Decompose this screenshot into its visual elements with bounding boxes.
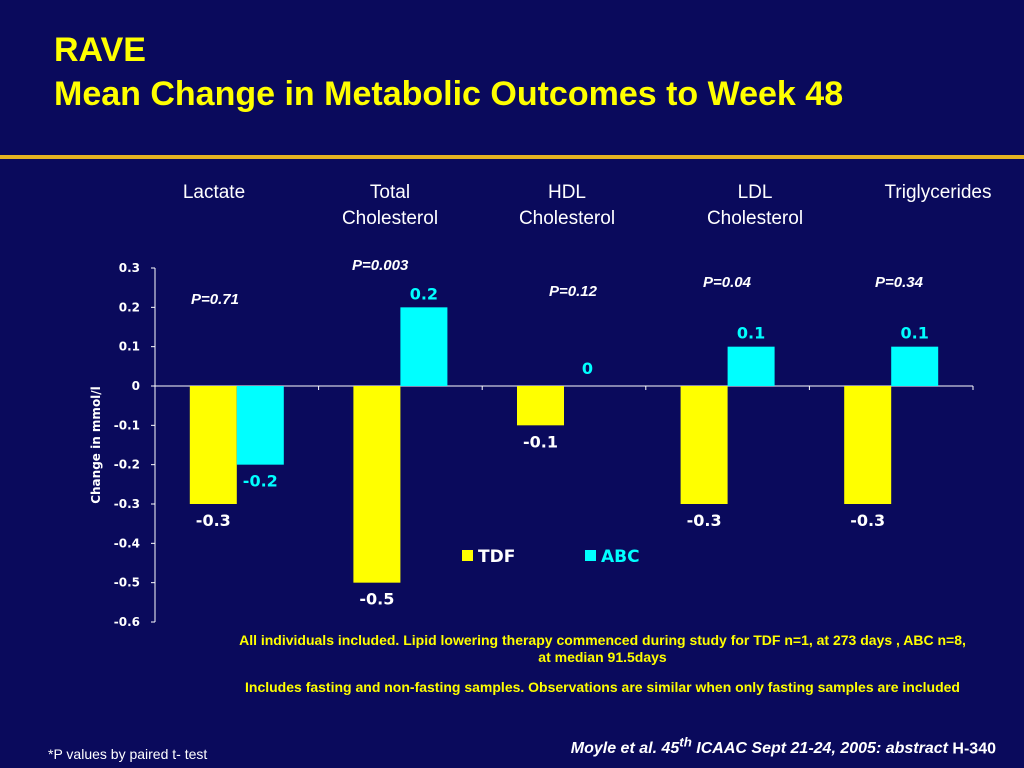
note-fasting: Includes fasting and non-fasting samples… — [245, 679, 960, 695]
legend-swatch-tdf — [462, 550, 473, 561]
citation-sup: th — [679, 735, 692, 750]
category-header-triglycerides: Triglycerides — [858, 180, 1018, 206]
slide-title-line1: RAVE — [54, 31, 146, 69]
y-tick-label: -0.6 — [114, 615, 140, 629]
citation-rest: ICAAC Sept 21-24, 2005: abstract — [691, 740, 948, 758]
bar-tdf-1 — [353, 386, 401, 583]
note-lipid-therapy: All individuals included. Lipid lowering… — [239, 632, 966, 665]
y-axis-label: Change in mmol/l — [89, 386, 103, 504]
bar-tdf-0 — [189, 386, 237, 504]
legend-label-abc: ABC — [601, 547, 640, 567]
category-header-text: HDL Cholesterol — [518, 182, 616, 229]
p-value-lactate: P=0.71 — [191, 291, 239, 308]
category-header-ldl: LDL Cholesterol — [675, 180, 835, 232]
bar-tdf-2 — [517, 386, 564, 426]
data-label-abc-4: 0.1 — [901, 324, 929, 343]
bar-abc-3 — [727, 346, 775, 386]
slide-title-line2: Mean Change in Metabolic Outcomes to Wee… — [54, 75, 844, 113]
title-divider — [0, 155, 1024, 159]
legend-swatch-abc — [585, 550, 596, 561]
bar-abc-0 — [236, 386, 284, 465]
data-label-tdf-1: -0.5 — [359, 590, 394, 609]
category-header-text: Triglycerides — [884, 182, 992, 203]
p-value-ldl: P=0.04 — [703, 274, 751, 291]
bar-tdf-4 — [844, 386, 892, 504]
citation-text: Moyle et al. 45 — [570, 740, 680, 758]
y-tick-label: -0.5 — [114, 576, 140, 590]
data-label-tdf-2: -0.1 — [523, 432, 558, 451]
p-value-hdl: P=0.12 — [549, 283, 597, 300]
data-label-tdf-0: -0.3 — [196, 511, 231, 530]
category-header-text: Total Cholesterol — [341, 182, 439, 229]
p-value-total-cholesterol: P=0.003 — [352, 257, 409, 274]
data-label-tdf-4: -0.3 — [850, 511, 885, 530]
category-header-lactate: Lactate — [134, 180, 294, 206]
y-tick-label: 0 — [132, 379, 140, 393]
bar-abc-1 — [400, 307, 448, 386]
y-tick-label: -0.1 — [114, 418, 140, 432]
data-label-tdf-3: -0.3 — [687, 511, 722, 530]
data-label-abc-0: -0.2 — [243, 472, 278, 491]
data-label-abc-1: 0.2 — [410, 284, 438, 303]
category-header-text: LDL Cholesterol — [706, 182, 804, 229]
category-header-hdl: HDL Cholesterol — [487, 180, 647, 232]
y-tick-label: -0.3 — [114, 497, 140, 511]
bar-tdf-3 — [680, 386, 728, 504]
y-tick-label: 0.2 — [119, 300, 140, 314]
y-tick-label: 0.1 — [119, 340, 140, 354]
citation-code: H-340 — [947, 740, 996, 758]
category-header-text: Lactate — [182, 182, 246, 203]
footnote: *P values by paired t- test — [48, 746, 208, 762]
p-value-triglycerides: P=0.34 — [875, 274, 923, 291]
category-header-total-cholesterol: Total Cholesterol — [310, 180, 470, 232]
bar-abc-4 — [891, 346, 939, 386]
y-tick-label: -0.2 — [114, 458, 140, 472]
legend-label-tdf: TDF — [478, 547, 515, 567]
citation: Moyle et al. 45th ICAAC Sept 21-24, 2005… — [571, 735, 996, 758]
y-tick-label: 0.3 — [119, 261, 140, 275]
y-tick-label: -0.4 — [114, 536, 140, 550]
data-label-abc-3: 0.1 — [737, 324, 765, 343]
data-label-abc-2: 0 — [582, 359, 593, 378]
